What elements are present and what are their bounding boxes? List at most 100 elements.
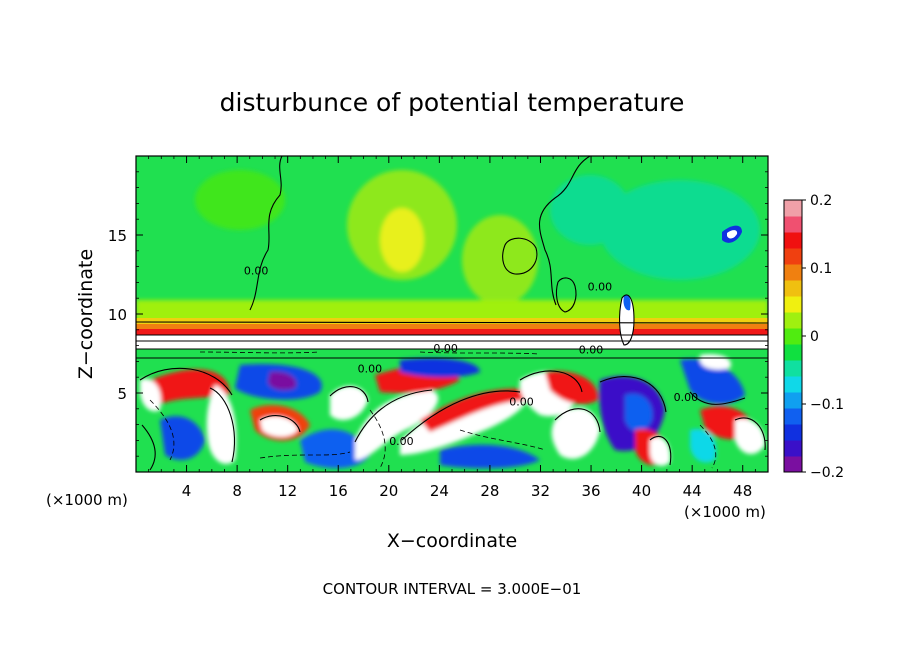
x-tick-label: 32 [531,482,550,500]
x-tick-label: 28 [480,482,499,500]
field-cold-cell-core [727,230,738,239]
contour-value-label: 0.00 [244,265,269,278]
contour-labels: 0.00 0.00 0.00 0.00 0.00 0.00 0.00 0.00 [244,265,698,449]
colorbar-swatch [784,392,802,409]
colorbar-swatch [784,344,802,361]
chart-title: disturbunce of potential temperature [220,88,685,117]
contour-plume [619,294,635,346]
field-swirl-blue [680,359,745,405]
field-swirl-white [650,436,671,466]
x-axis-title: X−coordinate [387,530,517,552]
x-tick-label: 24 [430,482,449,500]
field-warm-patch [195,170,285,230]
colorbar-tick-label: −0.1 [810,397,844,413]
field-swirl-blue [300,429,370,469]
colorbar-swatch [784,200,802,217]
x-tick-label: 20 [379,482,398,500]
x-tick-label: 36 [581,482,600,500]
colorbar-tick-label: −0.2 [810,465,844,481]
contour-value-label: 0.00 [389,435,414,448]
x-unit-right-label: (×1000 m) [684,503,766,521]
contour-value-label: 0.00 [433,342,458,355]
colorbar-swatch [784,424,802,441]
field-swirl-blue [440,444,540,469]
y-tick-label: 5 [117,385,127,403]
field-swirl-white [260,416,298,437]
colorbar-tick-label: 0 [810,329,819,345]
contour-swirl [519,370,583,393]
field-swirl-white [355,390,439,460]
field-plume-blue [623,294,631,311]
colorbar-swatch [784,232,802,249]
colorbar-swatch [784,296,802,313]
contour-swirl [649,435,672,466]
contour-inversion-line [136,321,768,324]
field-band-orange [136,324,768,330]
contour-swirl [259,415,301,433]
contour-negative [369,409,386,469]
contour-closed [555,277,577,313]
contour-value-label: 0.00 [358,362,383,375]
x-axis: 4 8 12 16 20 24 28 32 36 40 44 48 [148,156,756,500]
field-swirl-white [400,390,527,455]
field-swirl-white [330,385,368,420]
field-cool-patch [600,180,760,280]
colorbar-swatch [784,456,802,473]
field-warm-core [380,208,424,272]
field-swirl-white [206,385,237,464]
colorbar-swatch [784,248,802,265]
contour-swirl [141,424,156,471]
contour-swirl [734,417,766,451]
x-tick-label: 16 [329,482,348,500]
contour-negative [459,429,546,451]
x-tick-label: 4 [182,482,192,500]
x-tick-label: 12 [278,482,297,500]
field-swirl-red [420,388,530,432]
field-warm-patch [462,215,538,305]
contour-zero-upper [538,156,591,306]
colorbar-swatch [784,440,802,457]
contour-negative [259,451,351,459]
contour-closed [502,237,538,275]
field-band-red [136,329,768,335]
contour-swirl [354,389,433,443]
contour-value-label: 0.00 [579,344,604,357]
field-swirl-red [545,371,599,405]
contour-zero-upper [249,156,283,311]
colorbar-swatch [784,360,802,377]
field-swirl-purple [268,371,297,390]
field-cool-patch [550,175,630,245]
y-tick-label: 10 [108,306,127,324]
contour-swirl [329,386,369,403]
colorbar-swatch [784,216,802,233]
contour-negative [149,399,175,461]
contour-swirl [401,390,521,441]
field-swirl-blue [160,416,205,460]
contour-swirl [139,367,233,396]
contour-value-label: 0.00 [674,391,699,404]
field-swirl-white [735,418,765,455]
field-swirl-white [551,407,600,459]
field-swirl-blue [625,393,653,432]
colorbar-ticks: 0.2 0.1 0 −0.1 −0.2 [802,193,844,481]
colorbar [784,200,802,473]
colorbar-tick-label: 0.2 [810,193,832,209]
contour-value-label: 0.00 [588,280,613,293]
x-tick-label: 8 [232,482,242,500]
colorbar-swatch [784,376,802,393]
x-tick-label: 40 [632,482,651,500]
contour-value-label: 0.00 [509,396,534,409]
x-unit-left-label: (×1000 m) [46,491,128,509]
field-band-white [136,335,768,349]
colorbar-swatch [784,328,802,345]
colorbar-swatch [784,312,802,329]
contour-swirl [209,387,236,463]
field-swirl-white [140,378,161,412]
field-swirl-cyan [690,429,717,463]
y-tick-label: 15 [108,227,127,245]
colorbar-swatch [784,264,802,281]
colorbar-tick-label: 0.1 [810,261,832,277]
x-tick-label: 44 [683,482,702,500]
contour-negative [699,424,717,469]
